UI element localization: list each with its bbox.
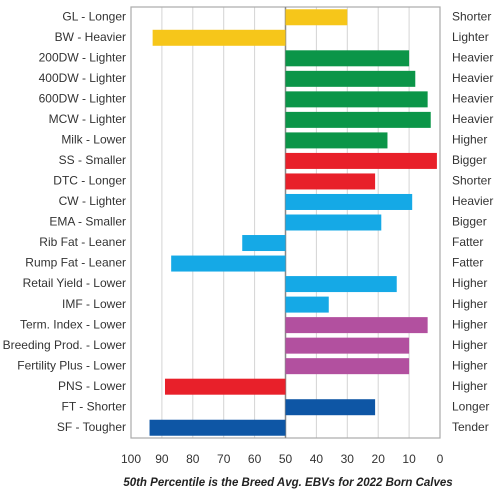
- category-label: Rump Fat - Leaner: [25, 256, 126, 270]
- x-tick-label: 30: [341, 452, 355, 466]
- bar: [285, 173, 376, 190]
- x-tick-label: 90: [155, 452, 169, 466]
- right-label: Bigger: [452, 215, 487, 229]
- x-tick-label: 70: [217, 452, 231, 466]
- right-label: Longer: [452, 399, 489, 413]
- category-label: Milk - Lower: [61, 133, 126, 147]
- x-tick-label: 0: [437, 452, 444, 466]
- right-label: Shorter: [452, 174, 491, 188]
- category-label: SF - Tougher: [57, 420, 126, 434]
- category-label: PNS - Lower: [58, 379, 126, 393]
- right-label: Lighter: [452, 30, 489, 44]
- bar: [285, 152, 437, 169]
- category-label: 600DW - Lighter: [39, 92, 126, 106]
- x-axis-label: 50th Percentile is the Breed Avg. EBVs f…: [123, 477, 452, 489]
- bar: [285, 132, 388, 149]
- bar: [285, 111, 431, 128]
- category-label: CW - Lighter: [59, 194, 126, 208]
- bar: [285, 296, 329, 313]
- bar: [285, 399, 376, 416]
- x-tick-label: 50: [279, 452, 293, 466]
- category-label: Retail Yield - Lower: [23, 276, 126, 290]
- right-label: Heavier: [452, 92, 493, 106]
- category-label: Term. Index - Lower: [20, 317, 126, 331]
- category-label: Rib Fat - Leaner: [39, 235, 126, 249]
- category-label: Fertility Plus - Lower: [17, 358, 126, 372]
- right-label: Fatter: [452, 256, 483, 270]
- bar: [285, 214, 382, 231]
- right-label: Shorter: [452, 9, 491, 23]
- bar: [285, 358, 410, 375]
- right-label: Higher: [452, 358, 487, 372]
- bar: [285, 317, 428, 334]
- category-label: 400DW - Lighter: [39, 71, 126, 85]
- right-label: Heavier: [452, 50, 493, 64]
- x-tick-label: 60: [248, 452, 262, 466]
- bar: [285, 276, 397, 293]
- bar: [285, 337, 410, 354]
- right-label: Bigger: [452, 153, 487, 167]
- category-label: IMF - Lower: [62, 297, 126, 311]
- bar: [164, 378, 286, 395]
- category-label: BW - Heavier: [55, 30, 126, 44]
- right-label: Heavier: [452, 112, 493, 126]
- x-tick-label: 100: [121, 452, 141, 466]
- x-tick-label: 20: [372, 452, 386, 466]
- right-label: Higher: [452, 133, 487, 147]
- x-tick-label: 80: [186, 452, 200, 466]
- right-label: Higher: [452, 276, 487, 290]
- right-label: Tender: [452, 420, 489, 434]
- category-label: GL - Longer: [62, 9, 126, 23]
- right-label: Fatter: [452, 235, 483, 249]
- bar: [285, 50, 410, 67]
- category-label: FT - Shorter: [62, 399, 126, 413]
- bar: [285, 9, 348, 26]
- x-tick-label: 40: [310, 452, 324, 466]
- bar: [242, 235, 286, 252]
- category-label: DTC - Longer: [53, 174, 126, 188]
- bar: [285, 91, 428, 108]
- category-label: SS - Smaller: [59, 153, 126, 167]
- right-label: Higher: [452, 317, 487, 331]
- category-label: 200DW - Lighter: [39, 50, 126, 64]
- right-label: Heavier: [452, 71, 493, 85]
- category-label: EMA - Smaller: [49, 215, 126, 229]
- x-tick-label: 10: [402, 452, 416, 466]
- right-label: Higher: [452, 338, 487, 352]
- bar: [152, 29, 286, 46]
- right-label: Higher: [452, 297, 487, 311]
- category-label: MCW - Lighter: [49, 112, 126, 126]
- right-label: Higher: [452, 379, 487, 393]
- bar: [285, 70, 416, 87]
- bar: [285, 193, 413, 210]
- right-label: Heavier: [452, 194, 493, 208]
- bar: [171, 255, 286, 272]
- bar: [149, 419, 286, 436]
- category-label: Breeding Prod. - Lower: [3, 338, 126, 352]
